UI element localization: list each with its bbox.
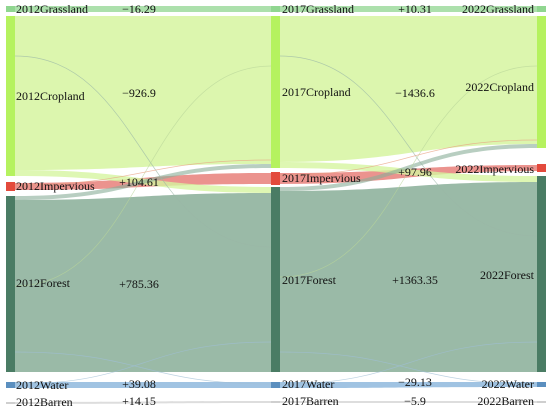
- label-layer: 2012Grassland 2012Cropland 2012Imperviou…: [16, 2, 535, 409]
- change-2017-2022-forest: +1363.35: [392, 273, 438, 287]
- flow-p2-barren: [280, 401, 537, 403]
- flow-line-p1-d: [14, 341, 272, 385]
- node-bar-2012-grassland: [6, 6, 15, 12]
- flow-line-p2-a: [279, 55, 538, 237]
- node-bar-2012-forest: [6, 196, 15, 372]
- node-label-2012-forest: 2012Forest: [16, 276, 71, 290]
- node-bar-2017-grassland: [271, 6, 280, 12]
- node-bar-2017-barren: [271, 401, 280, 403]
- flow-p2-cropland: [280, 16, 537, 162]
- flow-line-p2-e: [279, 139, 538, 176]
- node-label-2022-grassland: 2022Grassland: [462, 2, 534, 16]
- node-label-2017-cropland: 2017Cropland: [282, 85, 351, 99]
- node-bar-2012-water: [6, 382, 15, 388]
- flow-line-p1-a: [14, 55, 272, 248]
- flow-layer: [14, 6, 538, 404]
- node-label-2012-grassland: 2012Grassland: [16, 2, 88, 16]
- change-2012-2017-impervious: +104.61: [119, 175, 159, 189]
- flow-line-p1-c: [14, 351, 272, 385]
- node-label-2017-impervious: 2017Impervious: [282, 171, 361, 185]
- node-label-2012-cropland: 2012Cropland: [16, 89, 85, 103]
- node-bar-2017-impervious: [271, 172, 280, 185]
- change-2012-2017-forest: +785.36: [119, 277, 159, 291]
- flow-p1-barren: [15, 401, 271, 404]
- flow-p2-water: [280, 382, 537, 388]
- node-label-2022-cropland: 2022Cropland: [465, 80, 534, 94]
- node-label-2017-barren: 2017Barren: [282, 394, 339, 408]
- change-2012-2017-barren: +14.15: [122, 394, 156, 408]
- change-2017-2022-cropland: −1436.6: [395, 86, 435, 100]
- change-2012-2017-water: +39.08: [122, 377, 156, 391]
- flow-line-p2-c: [279, 351, 538, 385]
- node-label-2012-water: 2012Water: [16, 378, 68, 392]
- change-2017-2022-impervious: +97.96: [398, 165, 432, 179]
- flow-line-p1-b: [14, 65, 272, 287]
- flow-p1-forest-to-cropland: [15, 164, 271, 200]
- flow-p1-grassland: [15, 6, 271, 12]
- node-bar-2012-cropland: [6, 16, 15, 176]
- node-label-2022-impervious: 2022Impervious: [455, 162, 534, 176]
- node-bar-2017-forest: [271, 187, 280, 372]
- node-bar-2022-impervious: [537, 164, 546, 172]
- node-bar-2022-cropland: [537, 16, 546, 148]
- node-bar-layer: [6, 6, 546, 404]
- node-bar-2017-cropland: [271, 16, 280, 168]
- node-label-2012-impervious: 2012Impervious: [16, 179, 95, 193]
- flow-line-p1-e: [14, 159, 272, 186]
- node-bar-2022-water: [537, 382, 546, 387]
- node-bar-2012-impervious: [6, 182, 15, 191]
- node-label-2017-grassland: 2017Grassland: [282, 2, 354, 16]
- flow-line-p2-b: [279, 65, 538, 278]
- node-label-2022-barren: 2022Barren: [477, 394, 534, 408]
- node-bar-2017-water: [271, 382, 280, 388]
- change-2012-2017-cropland: −926.9: [122, 86, 156, 100]
- node-label-2017-water: 2017Water: [282, 377, 334, 391]
- node-label-2022-water: 2022Water: [482, 377, 534, 391]
- node-bar-2012-barren: [6, 402, 15, 404]
- flow-p2-forest: [280, 182, 537, 372]
- change-2012-2017-grassland: −16.29: [122, 2, 156, 16]
- node-bar-2022-forest: [537, 176, 546, 372]
- flow-p2-forest-to-cropland: [280, 144, 537, 191]
- node-bar-2022-barren: [537, 401, 546, 403]
- flow-p2-grassland: [280, 6, 537, 12]
- flow-p1-cropland: [15, 16, 271, 170]
- change-2017-2022-grassland: +10.31: [398, 2, 432, 16]
- node-bar-2022-grassland: [537, 6, 546, 12]
- flow-line-p2-d: [279, 341, 538, 385]
- change-2017-2022-barren: −5.9: [404, 394, 426, 408]
- node-label-2017-forest: 2017Forest: [282, 273, 337, 287]
- change-2017-2022-water: −29.13: [398, 375, 432, 389]
- node-label-2012-barren: 2012Barren: [16, 395, 73, 409]
- flow-p1-forest: [15, 193, 271, 372]
- flow-p1-water: [15, 382, 271, 388]
- node-label-2022-forest: 2022Forest: [480, 268, 535, 282]
